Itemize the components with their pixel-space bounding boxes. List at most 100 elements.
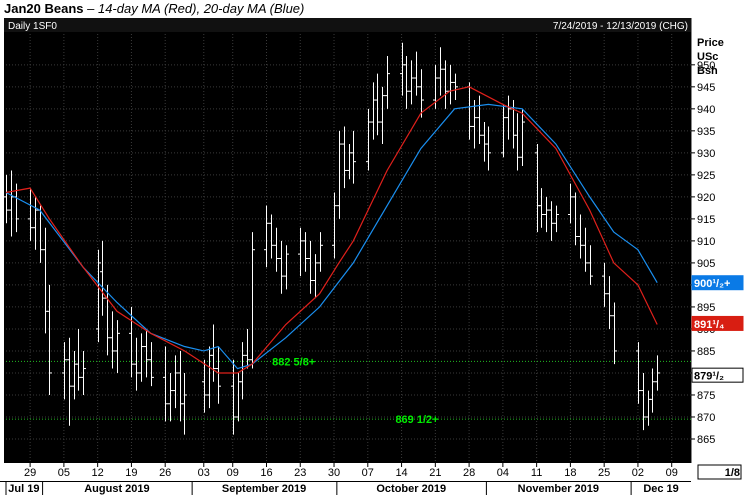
y-tick-label: 930 — [697, 148, 715, 160]
ohlc-bar — [202, 359, 207, 413]
x-axis-panel — [0, 463, 692, 495]
price-chart[interactable]: Daily 1SF0 7/24/2019 - 12/13/2019 (CHG) 88… — [0, 18, 745, 495]
y-tick-label: 875 — [697, 390, 715, 402]
ohlc-bar — [419, 69, 424, 118]
ohlc-bar — [380, 86, 385, 145]
panel-date-range-label: 7/24/2019 - 12/13/2019 (CHG) — [553, 21, 688, 32]
ohlc-bar — [303, 232, 308, 272]
y-tick-label: 950 — [697, 60, 715, 72]
y-axis-title: USc — [697, 51, 718, 63]
ohlc-bar — [269, 214, 274, 259]
ohlc-bar — [568, 183, 573, 224]
ohlc-bar — [274, 227, 279, 272]
y-tick-label: 945 — [697, 82, 715, 94]
y-tick-label: 920 — [697, 192, 715, 204]
ohlc-bar — [607, 276, 612, 329]
ohlc-bar — [115, 320, 120, 373]
ohlc-bar — [245, 328, 250, 369]
price-tag-label: 900¹/₂+ — [694, 278, 730, 290]
ma14-line — [5, 86, 658, 374]
ohlc-bar — [404, 56, 409, 109]
ohlc-bar — [250, 232, 255, 369]
x-tick-label: 25 — [598, 467, 610, 479]
x-tick-label: 21 — [429, 467, 441, 479]
x-tick-label: 09 — [666, 467, 678, 479]
ohlc-bar — [385, 56, 390, 109]
ohlc-bar — [549, 201, 554, 241]
y-tick-label: 895 — [697, 302, 715, 314]
y-tick-label: 865 — [697, 434, 715, 446]
panel-header — [4, 18, 691, 32]
price-tag-box — [691, 367, 744, 383]
month-label: Jul 19 — [8, 483, 39, 495]
ohlc-bar — [308, 240, 313, 294]
ohlc-bar — [453, 73, 458, 101]
ohlc-bar — [47, 284, 52, 395]
ohlc-bar — [264, 205, 269, 268]
ohlc-bar — [76, 328, 81, 391]
x-tick-label: 19 — [125, 467, 137, 479]
ohlc-bar — [573, 192, 578, 246]
ohlc-bar — [588, 245, 593, 285]
y-tick-label: 885 — [697, 346, 715, 358]
price-tag-label: 879¹/₂ — [694, 371, 724, 383]
ohlc-bar — [544, 196, 549, 233]
ohlc-bar — [506, 95, 511, 140]
ohlc-bar — [641, 372, 646, 431]
ohlc-bar — [163, 346, 168, 422]
panel-symbol-label: Daily 1SF0 — [8, 21, 57, 32]
ohlc-bar — [149, 342, 154, 387]
ohlc-bar — [33, 196, 38, 250]
y-axis-panel — [692, 18, 744, 495]
ohlc-bar — [4, 174, 9, 224]
plot-area — [4, 18, 691, 463]
ma20-line — [5, 103, 658, 370]
ohlc-bar — [636, 342, 641, 404]
ohlc-bar — [313, 254, 318, 299]
ohlc-bar — [28, 188, 33, 241]
ohlc-bar — [486, 126, 491, 171]
ohlc-bar — [438, 47, 443, 96]
x-tick-label: 07 — [362, 467, 374, 479]
ohlc-bar — [168, 372, 173, 422]
ohlc-bar — [279, 240, 284, 294]
x-tick-label: 23 — [294, 467, 306, 479]
ohlc-bar — [134, 337, 139, 391]
ohlc-bar — [211, 324, 216, 382]
ohlc-bar — [298, 227, 303, 277]
ohlc-bar — [216, 346, 221, 404]
ohlc-bar — [139, 333, 144, 382]
x-tick-label: 16 — [260, 467, 272, 479]
x-tick-label: 26 — [159, 467, 171, 479]
ohlc-bar — [501, 104, 506, 158]
x-tick-label: 28 — [463, 467, 475, 479]
price-tag-box — [691, 275, 744, 291]
ohlc-bar — [110, 311, 115, 369]
ohlc-bar — [414, 51, 419, 96]
ohlc-bar — [539, 188, 544, 228]
ohlc-bar — [409, 60, 414, 105]
y-axis-title: Price — [697, 37, 724, 49]
ohlc-bar — [100, 240, 105, 316]
ohlc-bar — [182, 372, 187, 435]
month-label: September 2019 — [222, 483, 306, 495]
y-tick-label: 910 — [697, 236, 715, 248]
x-tick-label: 03 — [198, 467, 210, 479]
ohlc-bar — [650, 368, 655, 413]
x-tick-label: 04 — [497, 467, 509, 479]
ohlc-bar — [62, 342, 67, 400]
ohlc-bar — [472, 100, 477, 149]
chart-title-bar: Jan20 Beans – 14-day MA (Red), 20-day MA… — [0, 0, 745, 18]
price-tag-box — [691, 315, 744, 331]
ohlc-bar — [366, 108, 371, 171]
x-tick-label: 30 — [328, 467, 340, 479]
y-tick-label: 905 — [697, 258, 715, 270]
ohlc-bar — [81, 350, 86, 395]
y-tick-label: 870 — [697, 412, 715, 424]
ohlc-bar — [332, 192, 337, 259]
ohlc-bar — [284, 245, 289, 290]
gridlines — [6, 34, 691, 461]
x-tick-label: 09 — [227, 467, 239, 479]
y-axis-title: Bsh — [697, 65, 718, 77]
